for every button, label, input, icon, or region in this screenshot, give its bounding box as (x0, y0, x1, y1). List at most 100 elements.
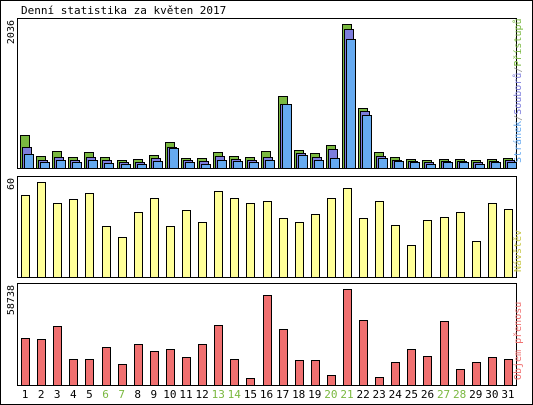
bar-visits-návštěv-day-25 (407, 245, 416, 278)
bar-hits-stránek-day-5 (88, 160, 98, 169)
bar-traffic-objem-přenosu-day-5 (85, 359, 94, 386)
legend-entry: Stránek (512, 121, 524, 163)
panel-hits-ymax-label: 2036 (6, 20, 17, 44)
bar-traffic-objem-přenosu-day-6 (102, 347, 111, 386)
bar-visits-návštěv-day-22 (359, 218, 368, 278)
x-tick-label-day-16: 16 (260, 388, 273, 401)
x-tick-label-day-15: 15 (244, 388, 257, 401)
legend-entry: / (513, 67, 524, 73)
bar-hits-stránek-day-18 (298, 155, 308, 169)
bar-hits-stránek-day-24 (394, 161, 404, 169)
bar-hits-stránek-day-13 (217, 160, 227, 169)
x-tick-label-day-4: 4 (70, 388, 77, 401)
bar-visits-návštěv-day-14 (230, 198, 239, 278)
x-tick-label-day-18: 18 (292, 388, 305, 401)
x-tick-label-day-1: 1 (22, 388, 29, 401)
bar-visits-návštěv-day-28 (456, 212, 465, 278)
bar-visits-návštěv-day-10 (166, 226, 175, 278)
bar-traffic-objem-přenosu-day-4 (69, 359, 78, 386)
bar-traffic-objem-přenosu-day-1 (21, 338, 30, 386)
bar-visits-návštěv-day-8 (134, 212, 143, 278)
x-tick-label-day-21: 21 (340, 388, 353, 401)
panel-traffic: 58738 Objem přenosu (6, 283, 524, 386)
bar-traffic-objem-přenosu-day-16 (263, 295, 272, 386)
bar-traffic-objem-přenosu-day-11 (182, 357, 191, 386)
bar-traffic-objem-přenosu-day-2 (37, 339, 46, 386)
chart-panels: 2036Stránek/Souborů/Přístupů60Návštěv587… (6, 18, 524, 386)
bar-hits-stránek-day-7 (121, 164, 131, 169)
bar-visits-návštěv-day-2 (37, 182, 46, 278)
bar-traffic-objem-přenosu-day-15 (246, 378, 255, 386)
bar-visits-návštěv-day-27 (440, 217, 449, 278)
bar-visits-návštěv-day-19 (311, 214, 320, 278)
bar-traffic-objem-přenosu-day-10 (166, 349, 175, 386)
panel-traffic-legend: Objem přenosu (512, 302, 524, 380)
bar-hits-stránek-day-22 (362, 115, 372, 169)
bar-hits-stránek-day-10 (169, 148, 179, 169)
bar-traffic-objem-přenosu-day-23 (375, 377, 384, 386)
bar-traffic-objem-přenosu-day-24 (391, 362, 400, 386)
x-tick-label-day-2: 2 (38, 388, 45, 401)
x-tick-label-day-28: 28 (453, 388, 466, 401)
bar-visits-návštěv-day-29 (472, 241, 481, 278)
bar-visits-návštěv-day-4 (69, 199, 78, 278)
bar-visits-návštěv-day-24 (391, 225, 400, 278)
bar-traffic-objem-přenosu-day-28 (456, 369, 465, 386)
bar-hits-stránek-day-8 (137, 164, 147, 169)
bar-traffic-objem-přenosu-day-30 (488, 357, 497, 386)
x-tick-label-day-17: 17 (276, 388, 289, 401)
bar-hits-stránek-day-29 (475, 164, 485, 169)
bar-visits-návštěv-day-5 (85, 193, 94, 278)
bar-visits-návštěv-day-15 (246, 203, 255, 278)
panel-visits-ymax-label: 60 (6, 178, 17, 190)
bar-visits-návštěv-day-3 (53, 203, 62, 278)
panel-visits: 60 Návštěv (6, 176, 524, 278)
bar-visits-návštěv-day-17 (279, 218, 288, 278)
x-tick-label-day-27: 27 (437, 388, 450, 401)
bar-hits-stránek-day-23 (378, 158, 388, 169)
bar-traffic-objem-přenosu-day-22 (359, 320, 368, 386)
bar-traffic-objem-přenosu-day-3 (53, 326, 62, 386)
legend-entry: Souborů (512, 73, 524, 115)
x-tick-label-day-29: 29 (469, 388, 482, 401)
bar-visits-návštěv-day-1 (21, 195, 30, 278)
bar-visits-návštěv-day-31 (504, 209, 513, 278)
legend-entry: Návštěv (512, 230, 524, 272)
bar-visits-návštěv-day-20 (327, 198, 336, 278)
legend-entry: Přístupů (512, 18, 524, 66)
bar-hits-stránek-day-28 (459, 162, 469, 169)
bar-visits-návštěv-day-30 (488, 203, 497, 278)
bar-traffic-objem-přenosu-day-12 (198, 344, 207, 386)
bar-traffic-objem-přenosu-day-19 (311, 360, 320, 386)
bar-visits-návštěv-day-6 (102, 226, 111, 278)
bar-hits-stránek-day-2 (40, 162, 50, 169)
bar-hits-stránek-day-27 (443, 162, 453, 169)
x-tick-label-day-13: 13 (212, 388, 225, 401)
x-tick-label-day-25: 25 (405, 388, 418, 401)
bar-visits-návštěv-day-7 (118, 237, 127, 278)
bar-visits-návštěv-day-16 (263, 201, 272, 278)
bar-hits-stránek-day-19 (314, 160, 324, 169)
bar-traffic-objem-přenosu-day-8 (134, 344, 143, 386)
bar-visits-návštěv-day-9 (150, 198, 159, 278)
bar-hits-stránek-day-4 (72, 162, 82, 169)
bar-visits-návštěv-day-26 (423, 220, 432, 278)
bar-traffic-objem-přenosu-day-31 (504, 359, 513, 386)
x-tick-label-day-5: 5 (86, 388, 93, 401)
x-tick-label-day-3: 3 (54, 388, 61, 401)
bar-traffic-objem-přenosu-day-17 (279, 329, 288, 386)
panel-traffic-ymax-label: 58738 (6, 285, 17, 315)
legend-entry: Objem přenosu (512, 302, 524, 380)
x-tick-label-day-6: 6 (102, 388, 109, 401)
bar-traffic-objem-přenosu-day-18 (295, 360, 304, 386)
x-tick-label-day-7: 7 (118, 388, 125, 401)
panel-hits-legend: Stránek/Souborů/Přístupů (512, 18, 524, 163)
x-tick-label-day-8: 8 (134, 388, 141, 401)
x-tick-label-day-22: 22 (356, 388, 369, 401)
x-axis-labels: 1 2 3 4 5 6 7 8 9 10 11 12 13 14 15 16 17 18 19 20 21 22 23 24 2… (22, 388, 515, 401)
x-tick-label-day-11: 11 (179, 388, 192, 401)
x-tick-label-day-31: 31 (501, 388, 514, 401)
panel-visits-legend: Návštěv (512, 230, 524, 272)
